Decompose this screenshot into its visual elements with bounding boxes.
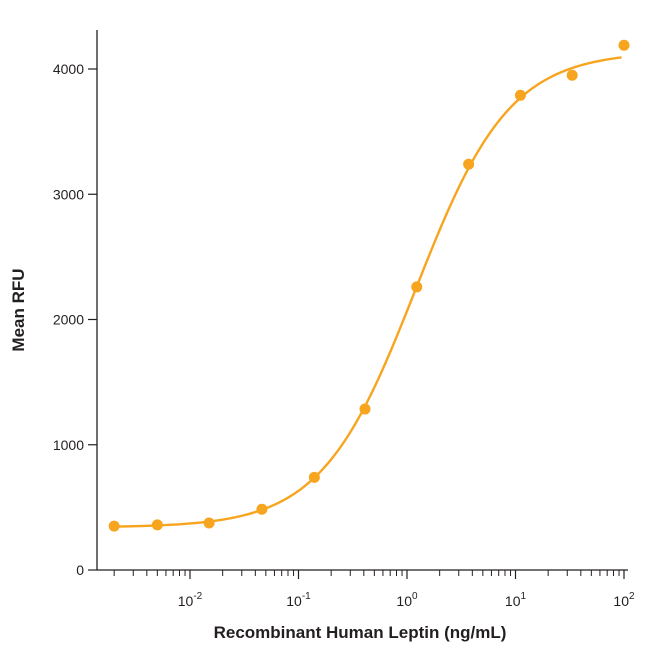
- x-tick-label: 10-1: [286, 591, 311, 609]
- data-point: [566, 69, 578, 81]
- x-tick-label: 101: [505, 591, 527, 609]
- y-axis-title: Mean RFU: [9, 268, 28, 351]
- fit-curve-layer: [114, 56, 622, 528]
- data-point: [108, 520, 120, 532]
- y-tick-label: 3000: [53, 186, 84, 202]
- y-tick-label: 1000: [53, 437, 84, 453]
- data-point: [359, 403, 371, 415]
- x-tick-label: 10-2: [178, 591, 203, 609]
- y-tick-label: 0: [76, 562, 84, 578]
- data-point: [514, 89, 526, 101]
- fit-curve: [114, 56, 622, 528]
- data-points-layer: [108, 39, 630, 532]
- x-axis-title: Recombinant Human Leptin (ng/mL): [214, 623, 507, 642]
- y-tick-label: 2000: [53, 312, 84, 328]
- data-point: [151, 519, 163, 531]
- data-point: [308, 471, 320, 483]
- data-point: [203, 517, 215, 529]
- y-tick-label: 4000: [53, 61, 84, 77]
- data-point: [463, 158, 475, 170]
- x-tick-label: 102: [613, 591, 635, 609]
- data-point: [618, 39, 630, 51]
- x-tick-label: 100: [396, 591, 418, 609]
- y-axis: 0 1000 2000 3000 4000: [53, 30, 98, 578]
- data-point: [256, 503, 268, 515]
- x-axis: 10-2 10-1 100 101 102: [97, 569, 635, 609]
- data-point: [411, 281, 423, 293]
